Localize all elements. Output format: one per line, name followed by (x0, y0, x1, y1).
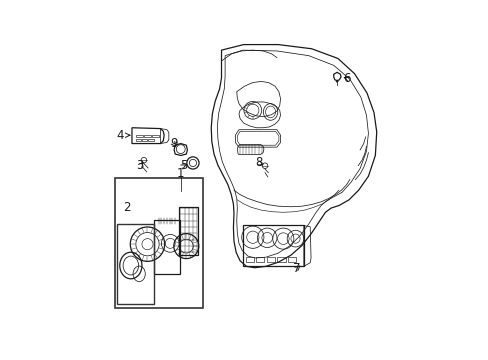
Bar (148, 139, 153, 141)
Text: 9: 9 (169, 137, 177, 150)
Bar (135, 135, 142, 138)
Bar (243, 225, 303, 266)
Bar (266, 257, 274, 262)
Text: 4: 4 (116, 129, 129, 142)
Bar (142, 139, 147, 141)
Bar (287, 257, 295, 262)
Text: 5: 5 (180, 159, 187, 172)
Text: 7: 7 (293, 262, 300, 275)
Text: 1: 1 (177, 167, 184, 180)
Text: 3: 3 (136, 159, 143, 172)
Bar (277, 257, 285, 262)
Bar (245, 257, 253, 262)
Text: 2: 2 (123, 201, 131, 214)
Bar (117, 225, 154, 304)
Bar (153, 220, 180, 274)
Bar (115, 178, 202, 308)
Bar (179, 207, 198, 255)
Bar (143, 135, 150, 138)
Text: 6: 6 (343, 72, 350, 85)
Bar (152, 135, 159, 138)
Circle shape (335, 80, 338, 82)
Bar (256, 257, 264, 262)
Text: 8: 8 (255, 157, 263, 170)
Bar (135, 139, 141, 141)
